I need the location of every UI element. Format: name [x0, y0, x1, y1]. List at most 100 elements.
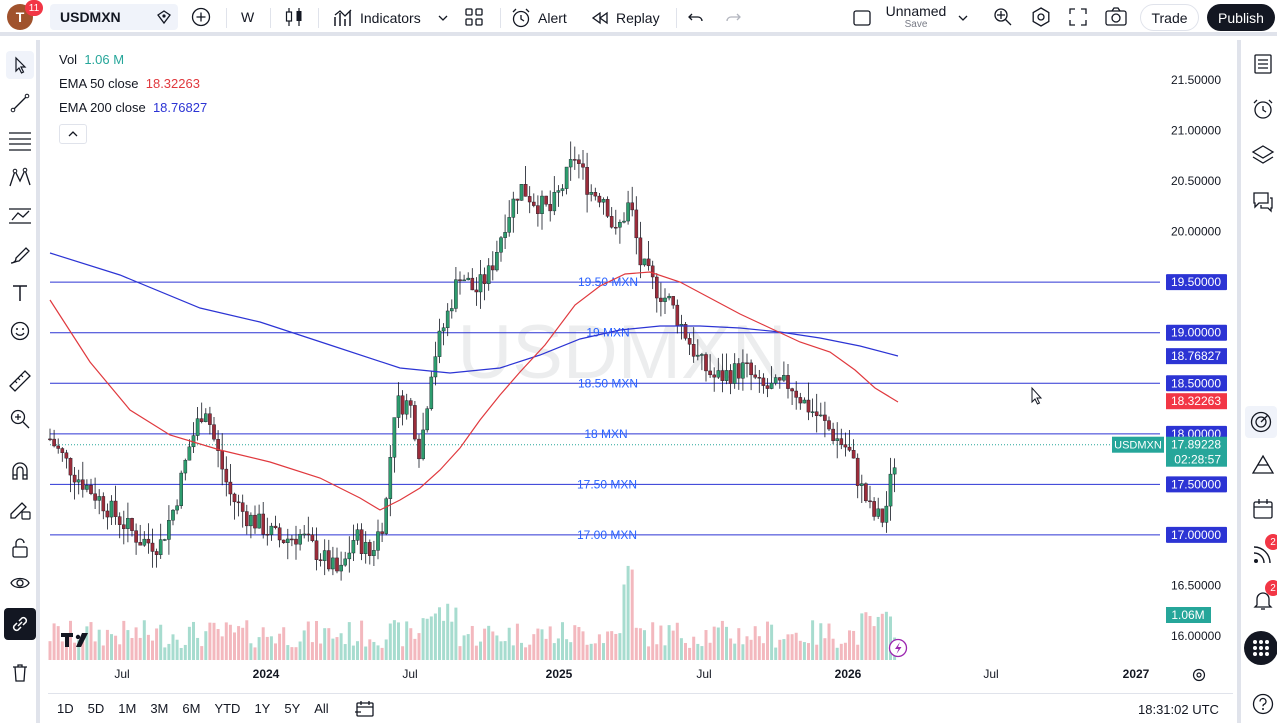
candle-body [400, 395, 405, 415]
horizontal-line-label: 17.00 MXN [577, 528, 637, 542]
chats-button[interactable] [1249, 188, 1277, 216]
legend-ema200[interactable]: EMA 200 close 18.76827 [59, 100, 208, 115]
ideas-button[interactable] [1249, 451, 1277, 479]
replay-button[interactable]: Replay [584, 3, 666, 33]
redo-icon[interactable] [723, 8, 743, 28]
volume-bar [552, 643, 556, 660]
volume-bar [48, 641, 52, 660]
events-lightning-icon[interactable] [888, 638, 908, 658]
magnet-tool-button[interactable] [6, 457, 34, 485]
symbol-info-icon[interactable] [156, 9, 172, 25]
compare-symbol-button[interactable] [190, 6, 212, 31]
pattern-tool-button[interactable] [6, 164, 34, 192]
data-window-button[interactable] [1249, 141, 1277, 169]
calendar-button[interactable] [1249, 495, 1277, 523]
alerts-button[interactable] [1249, 95, 1277, 123]
forecast-tool-button[interactable] [6, 202, 34, 230]
legend-collapse-button[interactable] [59, 124, 87, 144]
volume-bar [425, 618, 429, 660]
mouse-cursor-icon [1031, 386, 1043, 405]
range-all[interactable]: All [314, 701, 329, 716]
candle-body [429, 376, 434, 409]
volume-bar [708, 642, 712, 660]
chevron-down-icon[interactable] [437, 12, 449, 24]
candle-body [650, 265, 655, 278]
layout-name-button[interactable]: Unnamed Save [882, 4, 950, 32]
volume-bar [442, 620, 446, 660]
volume-bar [700, 646, 704, 660]
publish-button[interactable]: Publish [1207, 4, 1275, 31]
range-ytd[interactable]: YTD [214, 701, 241, 716]
goto-date-icon[interactable] [354, 699, 376, 719]
candle-body [273, 525, 278, 528]
brush-tool-button[interactable] [6, 241, 34, 269]
range-5d[interactable]: 5D [87, 701, 105, 716]
emoji-tool-button[interactable] [6, 317, 34, 345]
candle-body [839, 438, 844, 445]
legend-ema50[interactable]: EMA 50 close 18.32263 [59, 76, 200, 91]
apps-button[interactable] [1244, 631, 1277, 665]
chart-type-button[interactable] [284, 6, 304, 31]
range-1d[interactable]: 1D [57, 701, 74, 716]
notifications-button[interactable]: 2 [1249, 580, 1277, 614]
range-6m[interactable]: 6M [182, 701, 201, 716]
watchlist-button[interactable] [1249, 50, 1277, 78]
line-axis-label: 17.00000 [1171, 528, 1221, 542]
candle-body [552, 192, 557, 212]
stay-drawing-tool-button[interactable] [6, 495, 34, 523]
sync-drawings-button[interactable] [4, 608, 36, 640]
volume-bar [101, 645, 105, 660]
range-1m[interactable]: 1M [118, 701, 137, 716]
volume-bar [187, 626, 191, 660]
fib-tool-button[interactable] [6, 127, 34, 155]
volume-bar [741, 644, 745, 660]
trade-button[interactable]: Trade [1140, 4, 1199, 31]
text-tool-button[interactable] [6, 279, 34, 307]
quick-search-icon[interactable] [992, 6, 1014, 28]
measure-tool-button[interactable] [6, 367, 34, 395]
range-5y[interactable]: 5Y [284, 701, 301, 716]
remove-drawings-button[interactable] [6, 659, 34, 687]
volume-bar [503, 641, 507, 660]
price-tick-label: 20.50000 [1171, 174, 1221, 188]
interval-button[interactable]: W [241, 9, 255, 25]
volume-bar [216, 629, 220, 660]
clock[interactable]: 18:31:02 UTC [1138, 702, 1219, 717]
camera-icon[interactable] [1104, 6, 1128, 28]
layout-checkbox-icon[interactable] [852, 8, 872, 28]
rewind-icon [591, 11, 608, 25]
candle-body [523, 184, 528, 197]
trend-line-tool-button[interactable] [6, 89, 34, 117]
legend-volume[interactable]: Vol 1.06 M [59, 52, 125, 67]
candle-body [220, 450, 225, 470]
candle-body [609, 216, 614, 228]
indicators-button[interactable]: Indicators [326, 3, 427, 33]
lock-drawings-button[interactable] [6, 534, 34, 562]
alert-button[interactable]: Alert [504, 3, 573, 33]
candle-body [622, 220, 626, 223]
undo-icon[interactable] [686, 8, 706, 28]
dom-button[interactable] [1245, 406, 1277, 438]
volume-bar [405, 621, 409, 660]
volume-bar [614, 633, 618, 660]
range-1y[interactable]: 1Y [254, 701, 271, 716]
volume-bar [429, 616, 433, 660]
help-button[interactable] [1249, 690, 1277, 718]
candle-body [560, 188, 565, 191]
zoom-tool-button[interactable] [6, 405, 34, 433]
range-3m[interactable]: 3M [150, 701, 169, 716]
hide-drawings-button[interactable] [6, 569, 34, 597]
settings-gear-icon[interactable] [1030, 6, 1052, 28]
news-stream-button[interactable]: 2 [1249, 534, 1277, 568]
symbol-search-button[interactable]: USDMXN [50, 4, 178, 30]
cursor-tool-button[interactable] [6, 51, 34, 79]
candle-body [659, 297, 663, 302]
fullscreen-icon[interactable] [1068, 7, 1088, 27]
templates-button[interactable] [464, 7, 484, 30]
chevron-down-icon[interactable] [957, 12, 969, 24]
volume-bar [532, 634, 536, 660]
volume-bar [294, 647, 298, 660]
scale-settings-icon[interactable] [1192, 668, 1206, 682]
brush-icon [10, 247, 30, 264]
